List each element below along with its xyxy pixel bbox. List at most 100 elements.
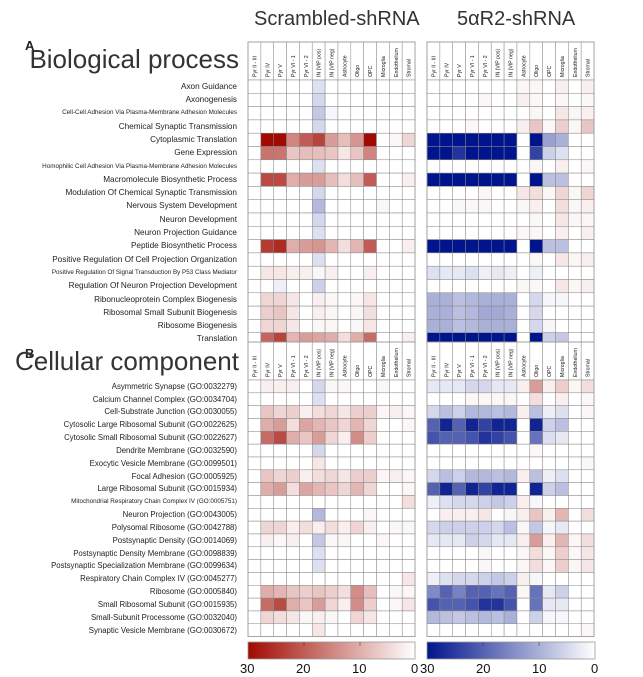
heatmap-cell [555, 508, 569, 522]
heatmap-cell [286, 533, 300, 548]
heatmap-cell [516, 159, 531, 174]
heatmap-cell [503, 443, 518, 458]
heatmap-cell [580, 79, 595, 94]
section-letter-b: B [25, 346, 35, 361]
heatmap-cell [439, 212, 453, 227]
heatmap-cell [580, 508, 595, 522]
heatmap-cell [491, 132, 505, 147]
heatmap-cell [580, 431, 595, 445]
heatmap-cell [299, 431, 313, 445]
heatmap-cell [350, 319, 364, 333]
heatmap-cell [299, 305, 313, 320]
heatmap-cell [503, 559, 518, 573]
heatmap-cell [312, 106, 326, 121]
section-title-bp: Biological process [29, 44, 239, 74]
heatmap-cell [529, 279, 543, 294]
heatmap-cell [247, 132, 262, 147]
heatmap-cell [555, 252, 569, 267]
heatmap-cell [503, 292, 518, 307]
heatmap-cell [491, 546, 505, 560]
heatmap-cell [529, 265, 543, 280]
heatmap-cell [439, 226, 453, 240]
heatmap-cell [376, 199, 390, 214]
heatmap-cell [555, 431, 569, 445]
heatmap-cell [273, 623, 287, 637]
heatmap-cell [439, 495, 453, 509]
heatmap-cell [568, 186, 582, 200]
heatmap-cell [312, 319, 326, 333]
heatmap-cell [350, 279, 364, 294]
heatmap-cell [247, 597, 262, 612]
heatmap-cell [350, 546, 364, 560]
heatmap-cell [389, 186, 403, 200]
row-label: Gene Expression [174, 148, 237, 158]
heatmap-cell [542, 379, 556, 394]
heatmap-cell [478, 252, 492, 267]
heatmap-cell [389, 456, 403, 471]
heatmap-cell [376, 186, 390, 200]
heatmap-cell [324, 546, 339, 560]
heatmap-cell [299, 520, 313, 535]
heatmap-cell [568, 252, 582, 267]
heatmap-cell [363, 520, 377, 535]
column-header-label: Pyr II - III [431, 56, 437, 77]
heatmap-cell [452, 405, 466, 419]
heatmap-cell [286, 610, 300, 625]
heatmap-cell [516, 119, 531, 134]
heatmap-cell [350, 252, 364, 267]
heatmap-cell [376, 292, 390, 307]
heatmap-cell [491, 146, 505, 161]
heatmap-cell [247, 533, 262, 548]
heatmap-cell [426, 265, 441, 280]
heatmap-cell [324, 279, 339, 294]
row-label: Positive Regulation Of Signal Transducti… [51, 269, 237, 277]
heatmap-cell [337, 239, 352, 254]
heatmap-cell [247, 265, 262, 280]
heatmap-cell [247, 212, 262, 227]
heatmap-cell [516, 559, 531, 573]
heatmap-cell [376, 520, 390, 535]
heatmap-cell [299, 418, 313, 432]
heatmap-cell [491, 119, 505, 134]
heatmap-cell [491, 186, 505, 200]
heatmap-cell [465, 199, 479, 214]
heatmap-cell [299, 146, 313, 161]
heatmap-cell [312, 443, 326, 458]
heatmap-cell [273, 212, 287, 227]
heatmap-cell [299, 159, 313, 174]
heatmap-cell [452, 186, 466, 200]
heatmap-cell [529, 172, 543, 187]
row-label: Modulation Of Chemical Synaptic Transmis… [65, 188, 237, 198]
heatmap-cell [503, 79, 518, 94]
heatmap-cell [299, 186, 313, 200]
heatmap-cell [247, 279, 262, 294]
heatmap-cell [555, 469, 569, 483]
column-header-label: Pyr VI - 1 [470, 55, 476, 77]
heatmap-cell [337, 508, 352, 522]
heatmap-cell [363, 119, 377, 134]
heatmap-cell [363, 199, 377, 214]
column-header-label: Pyr VI - 2 [483, 355, 489, 377]
heatmap-cell [516, 319, 531, 333]
row-label: Postsynaptic Specialization Membrane (GO… [51, 561, 237, 571]
heatmap-cell [555, 379, 569, 394]
heatmap-cell [401, 456, 416, 471]
heatmap-cell [439, 319, 453, 333]
row-label: Focal Adhesion (GO:0005925) [131, 471, 237, 481]
heatmap-cell [516, 533, 531, 548]
heatmap-cell [260, 226, 274, 240]
heatmap-cell [529, 186, 543, 200]
column-header-label: Astrocyte [342, 55, 348, 77]
colorbar-red [247, 641, 416, 660]
heatmap-cell [529, 212, 543, 227]
heatmap-cell [426, 186, 441, 200]
heatmap-cell [555, 79, 569, 94]
heatmap-cell [491, 418, 505, 432]
heatmap-cell [452, 252, 466, 267]
heatmap-cell [426, 279, 441, 294]
heatmap-cell [465, 623, 479, 637]
heatmap-cell [389, 418, 403, 432]
heatmap-cell [529, 319, 543, 333]
heatmap-cell [452, 585, 466, 599]
heatmap-cell [426, 585, 441, 599]
